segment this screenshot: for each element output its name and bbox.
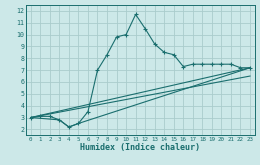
X-axis label: Humidex (Indice chaleur): Humidex (Indice chaleur) [80, 143, 200, 152]
